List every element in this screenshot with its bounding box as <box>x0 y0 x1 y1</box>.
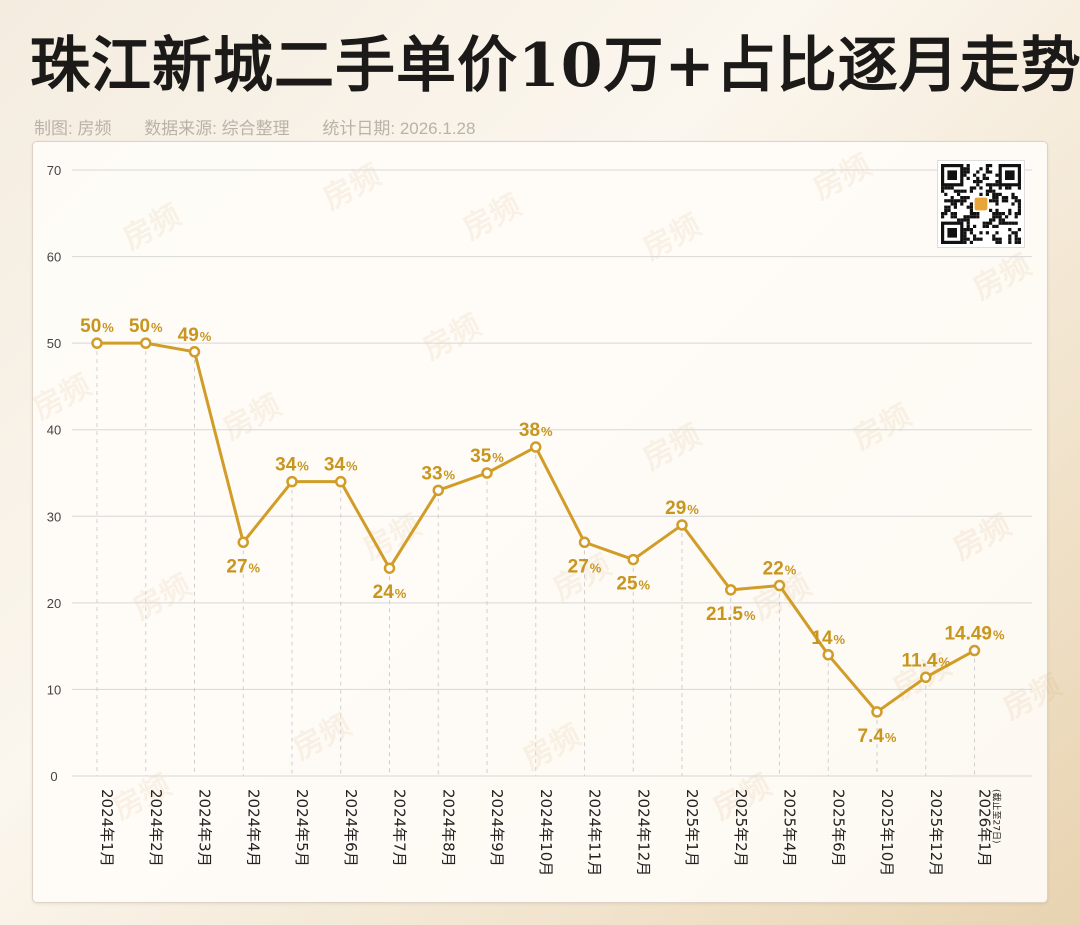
data-point <box>725 584 737 596</box>
data-point <box>676 519 688 531</box>
watermark-text: 房频 <box>947 508 1016 567</box>
data-point <box>335 475 347 488</box>
watermark-text: 房频 <box>807 148 876 207</box>
y-tick-label: 70 <box>47 163 61 178</box>
x-tick-label: 2024年10月 <box>537 789 555 876</box>
data-label: 35% <box>470 446 504 467</box>
data-label-layer: 50% 50% 49% 27% 34% 34% 24% 33% 35% 38% 27% 25% 29% 2… <box>80 316 1005 747</box>
data-point <box>383 562 396 574</box>
watermark-text: 房频 <box>287 708 356 767</box>
data-label: 24% <box>373 582 407 603</box>
data-point-layer <box>91 337 981 718</box>
data-point <box>871 706 883 718</box>
data-point <box>530 441 542 453</box>
data-point <box>286 475 298 488</box>
data-label: 11.4% <box>902 650 951 671</box>
watermark-text: 房频 <box>357 508 426 567</box>
x-tick-label: 2024年1月 <box>98 789 116 867</box>
data-point <box>91 337 103 349</box>
data-label: 50% <box>80 316 114 337</box>
data-label: 34% <box>275 455 309 476</box>
watermark-text: 房频 <box>517 718 586 777</box>
x-tick-label: 2024年12月 <box>634 789 652 876</box>
data-point <box>822 649 834 661</box>
watermark-text: 房频 <box>317 158 386 217</box>
x-tick-label: 2024年5月 <box>293 789 311 867</box>
credit-author: 制图: 房频 <box>34 119 112 138</box>
y-tick-label: 40 <box>47 423 61 438</box>
watermark-text: 房频 <box>847 398 916 457</box>
x-tick-label: 2024年8月 <box>439 789 457 867</box>
watermark-text: 房频 <box>637 208 706 267</box>
y-tick-label: 20 <box>47 596 61 611</box>
x-tick-label: 2024年7月 <box>391 789 409 867</box>
grid-layer <box>72 169 1032 777</box>
data-label: 27% <box>568 556 602 577</box>
data-label: 14.49% <box>944 624 1005 645</box>
watermark-text: 房频 <box>27 368 96 427</box>
watermark-text: 房频 <box>637 418 706 477</box>
y-tick-label: 60 <box>47 250 61 265</box>
watermark-text: 房频 <box>117 198 186 257</box>
x-tick-label: 2025年4月 <box>781 789 799 867</box>
data-point <box>481 467 493 479</box>
data-point <box>627 553 639 566</box>
x-tick-label: 2025年10月 <box>878 789 896 876</box>
data-label: 38% <box>519 420 553 441</box>
data-label: 29% <box>665 498 699 519</box>
credit-source: 数据来源: 综合整理 <box>144 119 290 138</box>
data-point <box>188 346 201 358</box>
y-tick-label: 10 <box>47 682 61 697</box>
data-label: 25% <box>616 574 650 595</box>
data-label: 7.4% <box>858 726 897 747</box>
data-point <box>140 337 152 349</box>
y-tick-label: 30 <box>47 509 61 524</box>
qr-code[interactable] <box>937 160 1025 248</box>
watermark-text: 房频 <box>417 308 486 367</box>
x-tick-label: 2025年1月 <box>683 789 701 867</box>
data-point <box>968 644 981 657</box>
x-tick-label: 2024年2月 <box>147 789 165 867</box>
data-label: 21.5% <box>706 604 756 625</box>
x-tick-label: 2025年6月 <box>829 789 847 867</box>
watermark-text: 房频 <box>457 188 526 247</box>
x-tick-label: 2024年6月 <box>342 789 360 867</box>
x-tick-label: 2024年4月 <box>244 789 262 867</box>
watermark-text: 房频 <box>127 568 196 627</box>
data-label: 33% <box>421 463 455 484</box>
data-point <box>237 536 249 549</box>
data-point <box>920 671 932 684</box>
watermark-text: 房频 <box>997 668 1066 727</box>
x-tick-note: (截止至27日) <box>991 789 1003 843</box>
credit-date: 统计日期: 2026.1.28 <box>322 119 476 138</box>
data-label: 49% <box>178 325 212 346</box>
x-tick-label: 2024年3月 <box>196 789 214 867</box>
x-tick-label: 2025年2月 <box>732 789 750 867</box>
data-label: 14% <box>811 628 845 649</box>
data-label: 22% <box>763 559 797 580</box>
y-tick-label: 0 <box>50 769 57 784</box>
y-tick-label: 50 <box>47 336 61 351</box>
x-tick-label: 2024年9月 <box>488 789 506 867</box>
data-label: 50% <box>129 316 163 337</box>
data-label: 34% <box>324 455 358 476</box>
x-tick-label: 2024年11月 <box>586 789 604 876</box>
x-tick-label: 2026年1月 <box>976 789 994 867</box>
axis-layer: 0 10 20 30 40 50 60 70 2024年1月 2024年2月 2024年3月 2024… <box>47 163 1003 876</box>
x-tick-label: 2025年12月 <box>927 789 945 876</box>
data-label: 27% <box>226 556 260 577</box>
data-point <box>773 579 786 592</box>
data-point <box>578 536 591 549</box>
chart-title: 珠江新城二手单价10万+占比逐月走势 <box>30 31 1080 101</box>
chart-credits: 制图: 房频 数据来源: 综合整理 统计日期: 2026.1.28 <box>34 114 503 139</box>
watermark-text: 房频 <box>217 388 286 447</box>
qr-code-icon <box>941 164 1021 244</box>
watermark-text: 房频 <box>107 768 176 827</box>
data-point <box>432 484 444 497</box>
